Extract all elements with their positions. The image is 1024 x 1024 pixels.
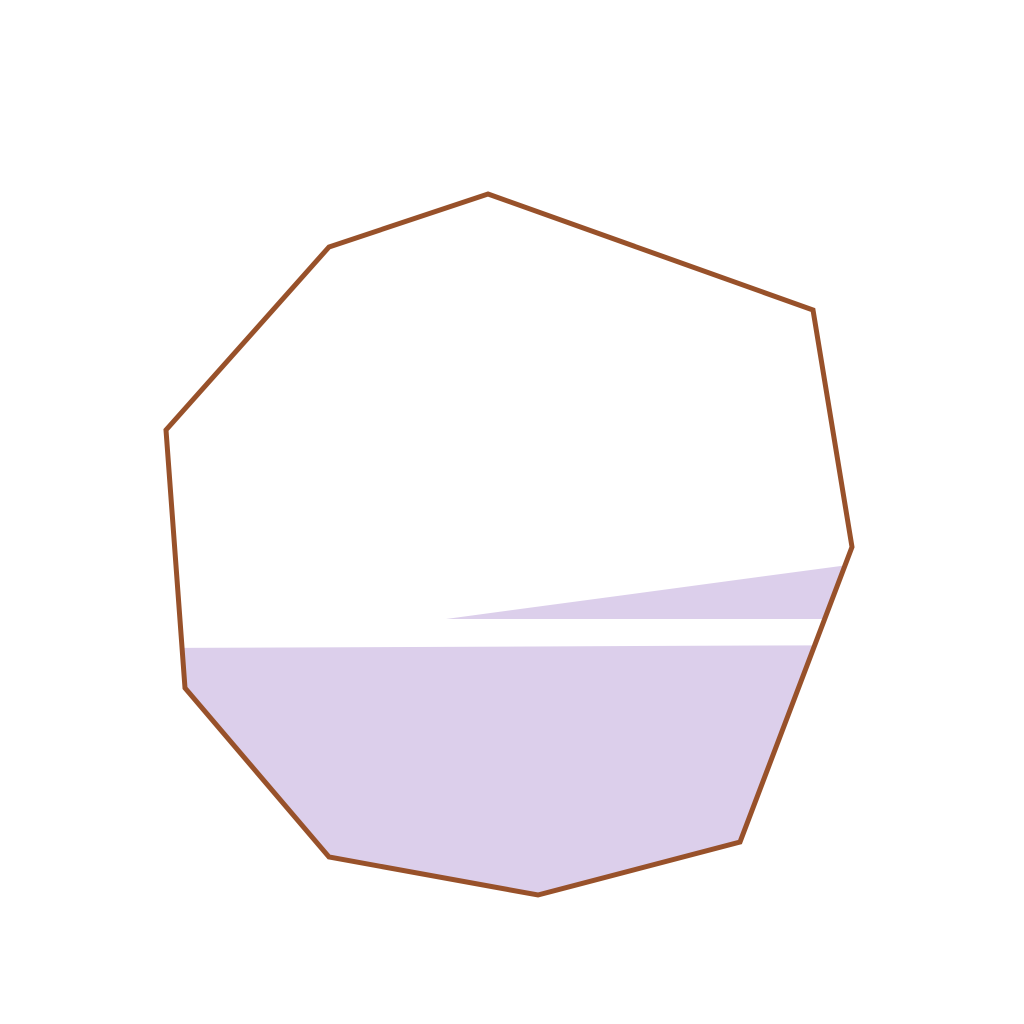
wedge-fill-region bbox=[446, 558, 852, 619]
fill-regions bbox=[166, 558, 852, 895]
lower-fill-region bbox=[166, 645, 852, 895]
nonagon-outline bbox=[163, 191, 855, 898]
